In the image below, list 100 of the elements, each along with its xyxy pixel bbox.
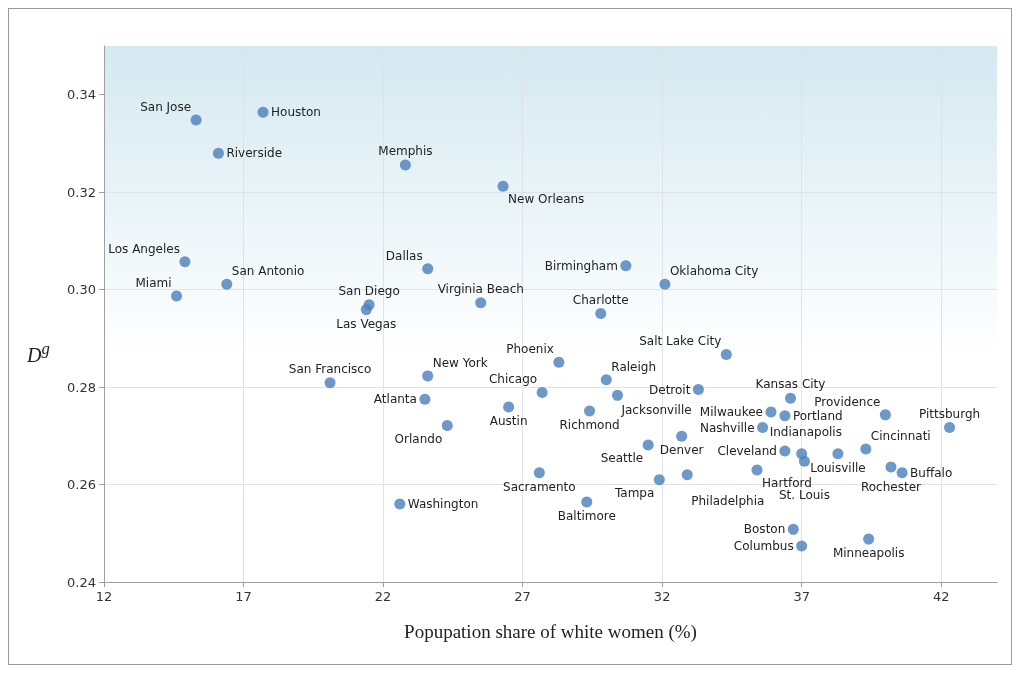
annotation: Salt Lake City — [639, 334, 722, 349]
annotation: Birmingham — [544, 258, 618, 273]
point — [751, 464, 763, 476]
y-tick-label: 0.26 — [67, 477, 96, 493]
x-tick-label: 42 — [932, 589, 950, 604]
point — [779, 445, 791, 457]
point — [896, 467, 908, 479]
point — [190, 114, 202, 126]
annotation: Houston — [271, 105, 321, 120]
annotation: Hartford — [762, 475, 812, 490]
point — [324, 377, 336, 389]
x-tick-label: 17 — [235, 589, 252, 604]
annotation: Washington — [407, 497, 479, 512]
point — [212, 147, 224, 159]
annotation: Sacramento — [503, 479, 576, 494]
point — [536, 386, 548, 398]
point — [221, 278, 233, 290]
annotation: Memphis — [378, 143, 433, 158]
annotation: St. Louis — [778, 488, 830, 503]
point — [595, 308, 607, 320]
point — [779, 410, 791, 422]
point — [676, 430, 688, 442]
point — [765, 406, 777, 418]
point — [860, 443, 872, 455]
point — [832, 448, 844, 460]
point — [441, 420, 453, 432]
point — [863, 533, 875, 545]
point — [653, 474, 665, 486]
point — [885, 461, 897, 473]
annotation: Las Vegas — [336, 316, 397, 331]
annotation: Buffalo — [910, 465, 953, 480]
point — [600, 374, 612, 386]
point — [257, 106, 269, 118]
x-tick-label: 22 — [374, 589, 392, 604]
annotation: Riverside — [226, 146, 283, 161]
annotation: Miami — [135, 275, 172, 290]
annotation: Providence — [814, 394, 881, 409]
point — [394, 498, 406, 510]
point — [584, 405, 596, 417]
point — [798, 455, 810, 467]
annotation: San Jose — [140, 100, 192, 115]
annotation: San Francisco — [288, 361, 372, 376]
annotation: Phoenix — [506, 342, 554, 357]
annotation: Cleveland — [717, 443, 777, 458]
annotation: Atlanta — [373, 392, 417, 407]
annotation: Nashville — [699, 420, 755, 435]
annotation: Denver — [659, 443, 704, 458]
point — [419, 393, 431, 405]
y-tick-label: 0.24 — [67, 574, 96, 590]
annotation: Charlotte — [572, 292, 629, 307]
point — [757, 422, 769, 434]
point — [360, 304, 372, 316]
point — [620, 260, 632, 272]
point — [171, 290, 183, 302]
point — [497, 180, 509, 192]
y-tick-label: 0.28 — [67, 379, 96, 395]
point — [659, 278, 671, 290]
x-tick-label: 32 — [653, 589, 671, 604]
annotation: Richmond — [559, 417, 620, 432]
point — [879, 409, 891, 421]
x-tick-label: 27 — [514, 589, 531, 604]
x-axis-title: Popupation share of white women (%) — [404, 621, 697, 643]
point — [681, 469, 693, 481]
point — [503, 401, 515, 413]
annotation: Virginia Beach — [437, 281, 524, 296]
annotation: Oklahoma City — [669, 264, 759, 279]
point — [611, 389, 623, 401]
y-axis-title: D$^{g}$ — [27, 339, 50, 367]
point — [944, 422, 956, 434]
annotation: Chicago — [488, 372, 538, 387]
annotation: Milwaukee — [699, 404, 763, 419]
point — [796, 540, 808, 552]
x-tick-label: 37 — [793, 589, 810, 604]
annotation: New York — [432, 355, 488, 370]
annotation: New Orleans — [508, 192, 585, 207]
annotation: Portland — [792, 408, 843, 423]
annotation: Austin — [489, 414, 528, 429]
annotation: Dallas — [385, 248, 423, 263]
point — [179, 256, 191, 268]
annotation: Pittsburgh — [918, 406, 981, 421]
annotation: Jacksonville — [620, 403, 692, 418]
point — [787, 523, 799, 535]
annotation: Tampa — [613, 485, 655, 500]
annotation: Raleigh — [611, 359, 657, 374]
point — [785, 392, 796, 404]
annotation: Orlando — [394, 431, 443, 446]
point — [720, 348, 732, 360]
annotation: Kansas City — [755, 377, 826, 392]
point — [422, 263, 434, 275]
y-tick-label: 0.32 — [67, 184, 96, 200]
point — [475, 297, 487, 309]
annotation: Seattle — [600, 451, 644, 466]
point — [642, 439, 654, 451]
annotation: Indianapolis — [769, 424, 842, 439]
point — [581, 496, 593, 508]
annotation: Los Angeles — [108, 241, 180, 256]
y-tick-label: 0.30 — [67, 282, 96, 298]
point — [422, 370, 434, 382]
annotation: Minneapolis — [832, 546, 905, 561]
annotation: Columbus — [733, 538, 794, 553]
